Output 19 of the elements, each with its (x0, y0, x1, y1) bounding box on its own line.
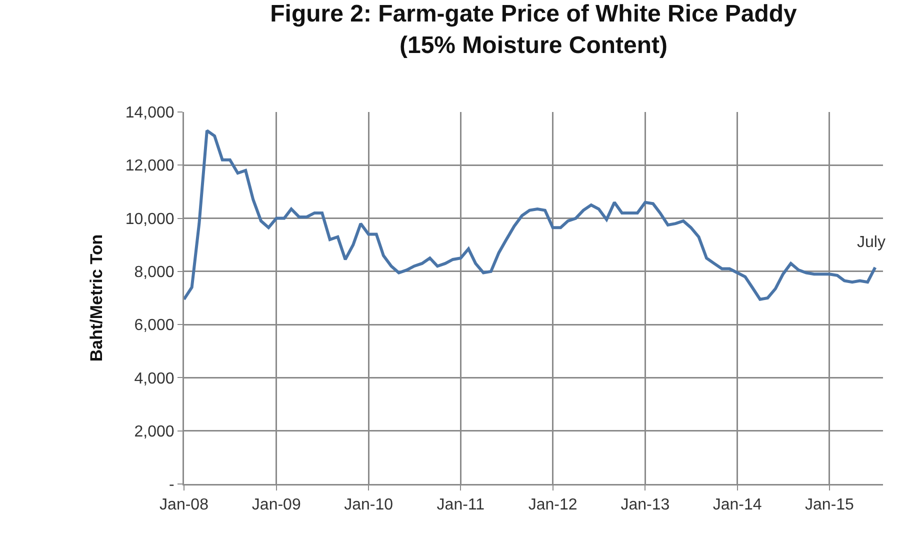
x-tick-label: Jan-08 (160, 496, 209, 514)
x-tick-label: Jan-12 (528, 496, 578, 514)
y-tick-label: 4,000 (134, 370, 174, 388)
y-tick-label: 6,000 (134, 317, 174, 334)
y-axis-title: Baht/Metric Ton (87, 234, 106, 362)
y-tick-label: 2,000 (134, 423, 174, 440)
chart-title: Figure 2: Farm-gate Price of White Rice Paddy (15% Moisture Content) (270, 0, 798, 59)
x-tick-label: Jan-11 (436, 496, 485, 514)
y-tick-label: 8,000 (134, 264, 174, 282)
x-tick-label: Jan-09 (252, 496, 301, 514)
y-tick-label: - (168, 476, 174, 494)
x-tick-label: Jan-10 (344, 496, 394, 514)
annotation: July (857, 234, 886, 251)
x-tick-label: Jan-15 (805, 496, 854, 514)
x-tick-label: Jan-14 (712, 496, 762, 514)
y-tick-label: 14,000 (125, 104, 174, 122)
y-tick-label: 10,000 (125, 210, 174, 228)
x-tick-label: Jan-13 (620, 496, 670, 514)
y-tick-label: 12,000 (125, 158, 174, 175)
